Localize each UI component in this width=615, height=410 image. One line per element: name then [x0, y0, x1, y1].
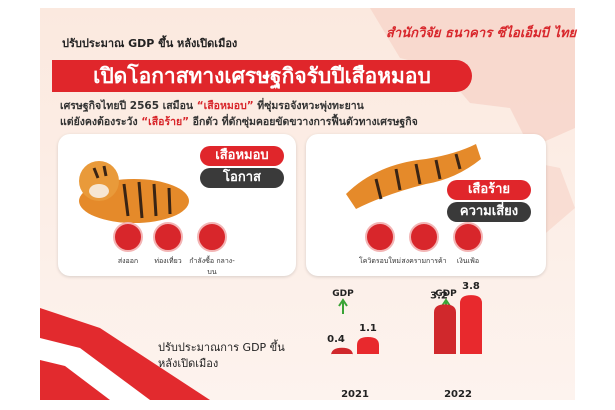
intro-text: แต่ยังคงต้องระวัง: [60, 116, 142, 128]
tiger-leaping: [346, 144, 481, 209]
item-label: สงครามการค้า: [401, 257, 447, 265]
intro-line: แต่ยังคงต้องระวัง “เสือร้าย” อีกตัว ที่ด…: [60, 114, 418, 130]
label-pill: โอกาส: [200, 168, 284, 188]
highlight: “เสือร้าย”: [141, 116, 190, 128]
annotation: GDP: [332, 289, 354, 299]
item-label: โควิดรอบใหม่: [359, 257, 401, 265]
item-icon: [365, 222, 395, 252]
intro-text: ที่ซุ่มรอจังหวะพุ่งทะยาน: [253, 100, 364, 112]
subtitle: ปรับประมาณ GDP ขึ้น หลังเปิดเมือง: [62, 37, 238, 50]
value-label: 0.4: [327, 334, 345, 345]
x-tick-label: 2021: [341, 389, 369, 400]
x-tick-label: 2022: [444, 389, 472, 400]
tag-pill: เสือหมอบ: [200, 146, 284, 166]
intro-text: อีกตัว ที่ดักซุ่มคอยขัดขวางการฟื้นตัวทาง…: [189, 116, 418, 128]
highlight: “เสือหมอบ”: [196, 100, 254, 112]
value-label: 3.2: [430, 290, 448, 301]
item-label: เงินเฟ้อ: [456, 257, 480, 265]
tag-pill: เสือร้าย: [447, 180, 531, 200]
item-icon: [409, 222, 439, 252]
item-icon: [153, 222, 183, 252]
annotation: GDP: [435, 289, 457, 299]
tiger-lying: [79, 161, 189, 223]
bar: [434, 304, 456, 354]
item-label: ท่องเที่ยว: [154, 257, 182, 265]
title-banner: เปิดโอกาสทางเศรษฐกิจรับปีเสือหมอบ: [52, 60, 472, 92]
intro-text: เศรษฐกิจไทยปี 2565 เสมือน: [60, 100, 197, 112]
item-icon: [113, 222, 143, 252]
value-label: 3.8: [462, 282, 480, 292]
intro: เศรษฐกิจไทยปี 2565 เสมือน “เสือหมอบ” ที่…: [60, 98, 418, 130]
label-pill: ความเสี่ยง: [447, 202, 531, 222]
item-icon: [197, 222, 227, 252]
value-label: 1.1: [359, 323, 377, 334]
item-label: ส่งออก: [117, 257, 139, 265]
bar: [460, 295, 482, 354]
item-label: กำลังซื้อ กลาง-บน: [189, 257, 235, 276]
up-arrow: [338, 298, 348, 314]
bar: [331, 347, 353, 356]
item-icon: [453, 222, 483, 252]
bar: [357, 336, 379, 354]
intro-line: เศรษฐกิจไทยปี 2565 เสมือน “เสือหมอบ” ที่…: [60, 98, 418, 114]
organization: สำนักวิจัย ธนาคาร ซีไอเอ็มบี ไทย: [386, 26, 577, 41]
chart-title: ปรับประมาณการ GDP ขึ้น หลังเปิดเมือง: [158, 341, 285, 370]
